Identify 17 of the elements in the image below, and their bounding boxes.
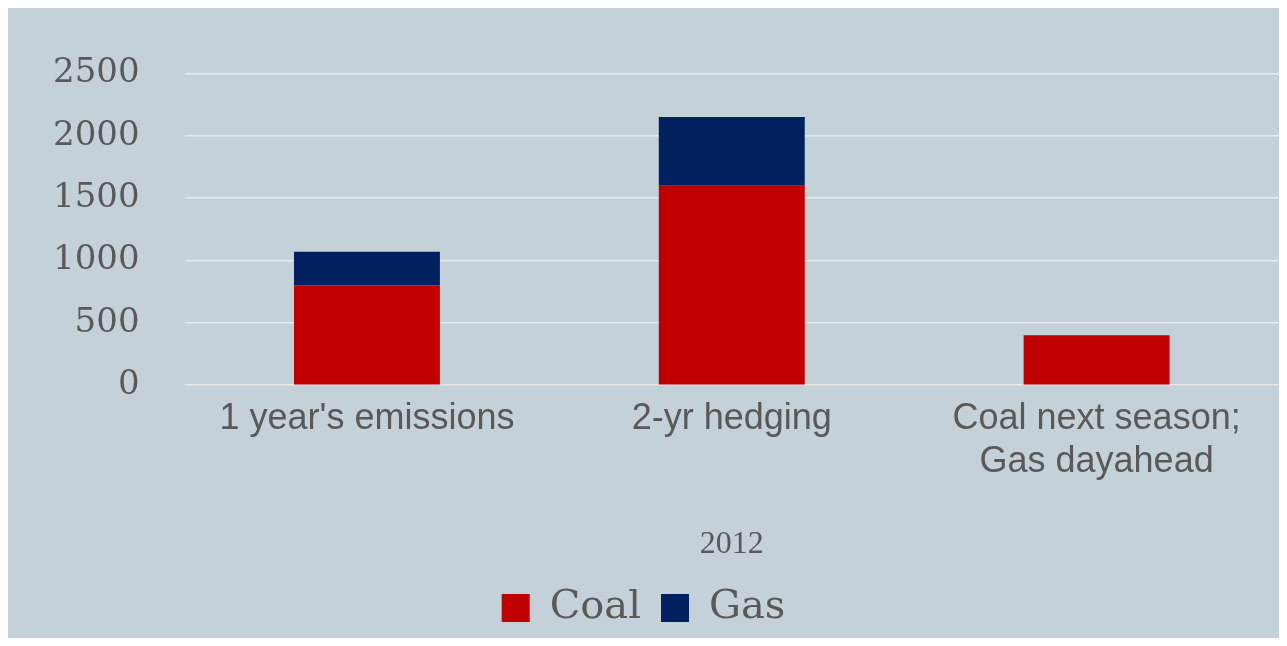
y-tick-label: 500 xyxy=(74,299,140,340)
y-tick-label: 2000 xyxy=(53,112,140,153)
bar xyxy=(658,185,805,385)
bar xyxy=(658,117,805,186)
y-tick-label: 1500 xyxy=(53,174,140,215)
x-tick-label: 2-yr hedging xyxy=(631,395,832,437)
legend-label: Coal xyxy=(549,581,641,628)
y-tick-label: 2500 xyxy=(53,50,140,91)
bar xyxy=(293,285,440,385)
x-axis-title: 2012 xyxy=(699,524,764,561)
x-tick-label: Coal next season; Gas dayahead xyxy=(952,395,1241,480)
legend-label: Gas xyxy=(709,581,786,628)
x-tick-label: 1 year's emissions xyxy=(219,395,515,437)
bar xyxy=(1023,335,1170,385)
bar xyxy=(293,251,440,286)
y-tick-label: 1000 xyxy=(53,237,140,278)
y-tick-label: 0 xyxy=(117,362,140,403)
